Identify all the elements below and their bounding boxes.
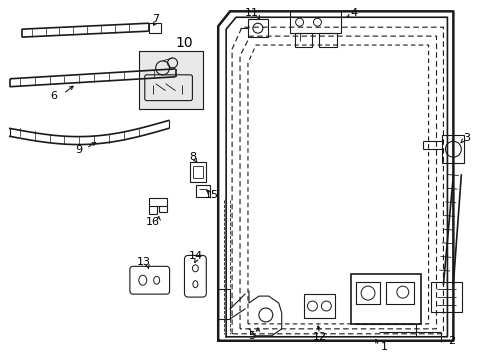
- Bar: [247, 19, 267, 37]
- Bar: [289, 11, 341, 33]
- Text: 5: 5: [248, 331, 255, 341]
- Text: 7: 7: [152, 14, 159, 24]
- Bar: [350, 274, 420, 324]
- Text: 13: 13: [137, 257, 150, 267]
- Text: 16: 16: [145, 217, 160, 227]
- Bar: [294, 33, 312, 47]
- Bar: [139, 51, 203, 109]
- Text: 9: 9: [76, 145, 82, 155]
- Text: 2: 2: [447, 336, 454, 346]
- Text: 14: 14: [189, 251, 203, 261]
- Bar: [148, 198, 166, 206]
- Text: 8: 8: [188, 152, 196, 162]
- Text: 11: 11: [244, 8, 259, 18]
- Bar: [196, 185, 210, 197]
- Text: 10: 10: [175, 36, 193, 50]
- Bar: [355, 282, 379, 304]
- Text: 4: 4: [350, 8, 357, 18]
- Text: 15: 15: [205, 190, 219, 200]
- Text: 1: 1: [380, 342, 386, 352]
- Text: 3: 3: [462, 133, 469, 143]
- Bar: [429, 282, 461, 312]
- Bar: [148, 23, 161, 33]
- Bar: [319, 33, 337, 47]
- Text: 6: 6: [50, 91, 57, 101]
- Bar: [190, 162, 206, 182]
- Bar: [442, 135, 463, 163]
- Bar: [303, 294, 335, 318]
- Text: 12: 12: [312, 332, 326, 342]
- Bar: [385, 282, 413, 304]
